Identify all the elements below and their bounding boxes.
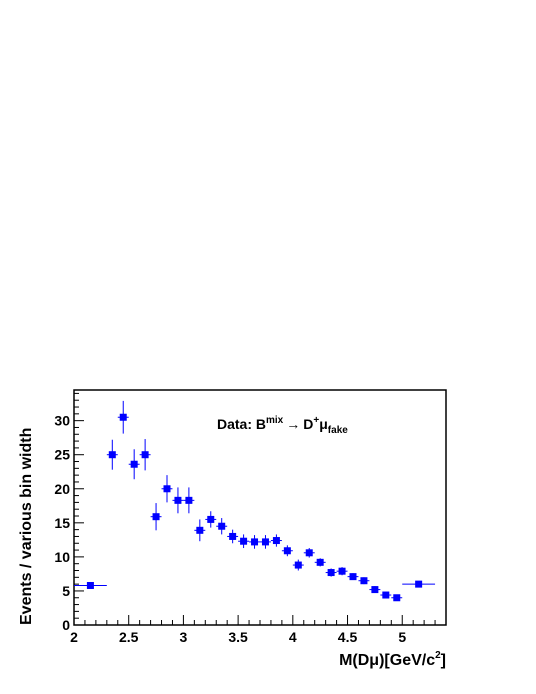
data-point xyxy=(327,569,335,577)
data-point xyxy=(141,451,149,459)
y-tick-label: 0 xyxy=(62,617,70,633)
y-tick-label: 25 xyxy=(54,447,70,463)
data-point xyxy=(163,485,171,493)
x-axis-title: M(Dμ)[GeV/c2] xyxy=(339,650,446,669)
data-point xyxy=(108,451,116,459)
data-point xyxy=(305,549,313,557)
data-point xyxy=(86,581,94,589)
data-point xyxy=(338,567,346,575)
data-point xyxy=(130,460,138,468)
x-tick-label: 5 xyxy=(398,629,406,645)
data-point xyxy=(152,513,160,521)
x-tick-label: 3 xyxy=(180,629,188,645)
data-point xyxy=(207,515,215,523)
data-point xyxy=(360,577,368,585)
data-point xyxy=(316,558,324,566)
x-tick-label: 2.5 xyxy=(119,629,139,645)
annotation-label: Data: Bmix → D+μfake xyxy=(217,415,348,436)
data-point xyxy=(119,413,127,421)
data-point xyxy=(415,580,423,588)
data-points xyxy=(74,400,436,602)
data-point xyxy=(349,573,357,581)
data-point xyxy=(251,538,259,546)
y-tick-label: 30 xyxy=(54,413,70,429)
data-point xyxy=(294,561,302,569)
x-tick-label: 4 xyxy=(289,629,297,645)
x-tick-label: 4.5 xyxy=(338,629,358,645)
data-point xyxy=(229,532,237,540)
data-point xyxy=(371,586,379,594)
data-point xyxy=(240,537,248,545)
y-axis-title: Events / various bin width xyxy=(18,428,35,625)
y-tick-label: 15 xyxy=(54,515,70,531)
data-point xyxy=(174,496,182,504)
data-point xyxy=(272,537,280,545)
y-axis: 0 5 10 15 20 25 30 xyxy=(54,392,84,633)
y-tick-label: 20 xyxy=(54,481,70,497)
y-tick-label: 10 xyxy=(54,549,70,565)
x-tick-label: 2 xyxy=(70,629,78,645)
data-point xyxy=(185,496,193,504)
data-point xyxy=(382,591,390,599)
data-point xyxy=(393,594,401,602)
y-tick-label: 5 xyxy=(62,583,70,599)
data-point xyxy=(283,547,291,555)
data-point xyxy=(218,522,226,530)
data-point xyxy=(261,538,269,546)
x-axis: 2 2.5 3 3.5 4 4.5 5 xyxy=(70,615,447,645)
x-tick-label: 3.5 xyxy=(228,629,248,645)
data-point xyxy=(196,526,204,534)
